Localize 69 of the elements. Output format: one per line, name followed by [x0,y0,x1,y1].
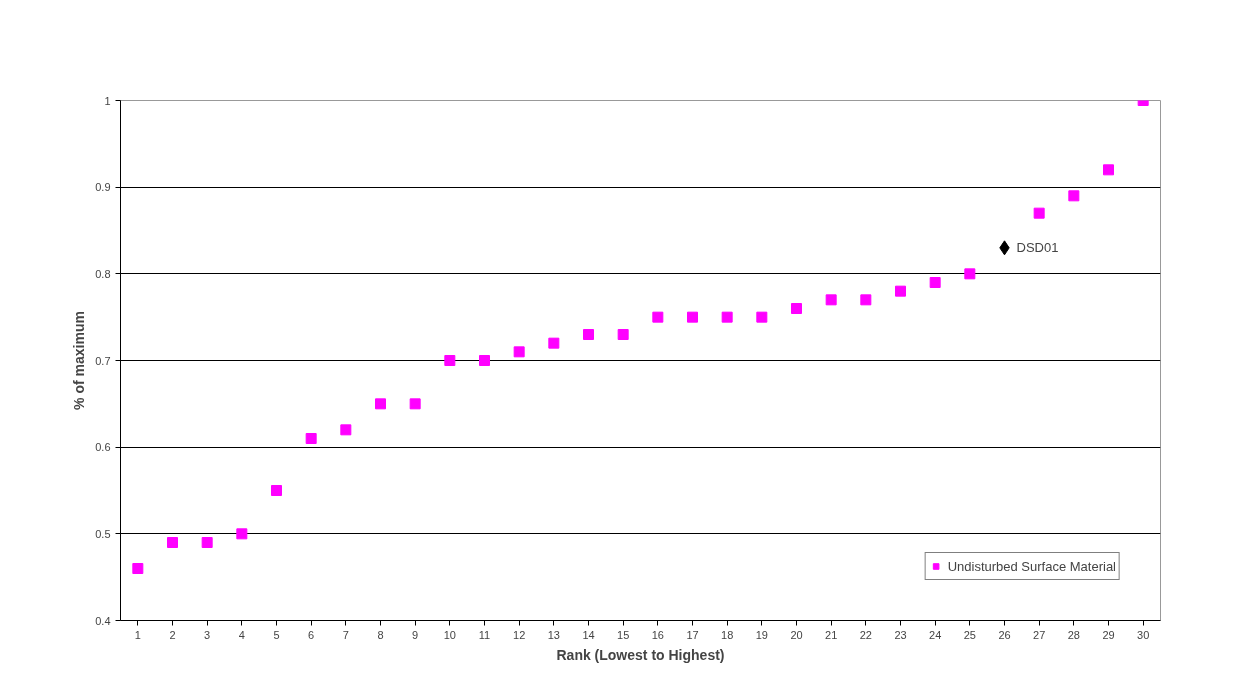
x-tick-label: 14 [582,628,595,641]
point [271,485,282,496]
point [513,346,525,358]
x-tick-label: 21 [825,628,838,641]
x-tick-label: 6 [308,628,315,641]
point [756,311,768,323]
point [1033,207,1045,219]
x-tick-label: 1 [134,628,141,641]
point [479,355,490,366]
x-tick-label: 3 [204,628,211,641]
x-tick-label: 12 [513,628,526,641]
point [375,398,386,410]
x-tick-label: 22 [859,628,872,641]
x-tick-label: 5 [273,628,280,641]
x-tick-label: 30 [1137,628,1150,641]
x-tick-label: 4 [238,628,245,641]
x-tick-label: 17 [686,628,699,641]
x-tick-label: 20 [790,628,803,641]
point [929,277,941,288]
point [444,355,456,366]
point [825,294,837,306]
x-axis-title: Rank (Lowest to Highest) [556,646,725,663]
annotation: DSD01 [1016,239,1059,255]
x-tick-label: 16 [651,628,664,641]
legend-label: Undisturbed Surface Material [947,558,1116,574]
x-tick-label: 23 [894,628,907,641]
x-tick-label: 9 [412,628,419,641]
point [201,537,213,548]
point [652,311,664,323]
x-tick-label: 18 [721,628,734,641]
y-tick-label: 0.4 [95,614,111,627]
y-axis-title: % of maximum [71,311,88,410]
y-tick-label: 0.9 [95,181,111,194]
point [791,303,802,314]
x-tick-label: 26 [998,628,1011,641]
point [687,311,698,323]
x-tick-label: 8 [377,628,384,641]
x-tick-label: 28 [1067,628,1080,641]
point [340,424,352,436]
x-tick-label: 7 [342,628,349,641]
x-tick-label: 13 [547,628,560,641]
point [860,294,872,306]
point [1103,164,1114,176]
y-tick-label: 1 [104,94,111,107]
x-tick-label: 15 [617,628,630,641]
point [721,311,733,323]
point [895,285,906,297]
x-tick-label: 19 [755,628,768,641]
y-tick-label: 0.8 [95,267,111,280]
y-tick-label: 0.7 [95,354,111,367]
point [964,268,976,280]
point [583,329,594,340]
x-tick-label: 24 [929,628,942,641]
point [617,329,629,340]
x-tick-label: 11 [478,628,491,641]
x-tick-label: 27 [1033,628,1046,641]
point [305,433,317,444]
point [1068,190,1080,202]
y-tick-label: 0.5 [95,527,111,540]
point [548,337,560,349]
y-tick-label: 0.6 [95,441,111,454]
point [236,528,248,540]
x-tick-label: 2 [169,628,176,641]
x-tick-label: 29 [1102,628,1115,641]
x-tick-label: 25 [963,628,976,641]
point [167,537,178,548]
point [132,563,144,574]
x-tick-label: 10 [443,628,456,641]
point [409,398,421,410]
